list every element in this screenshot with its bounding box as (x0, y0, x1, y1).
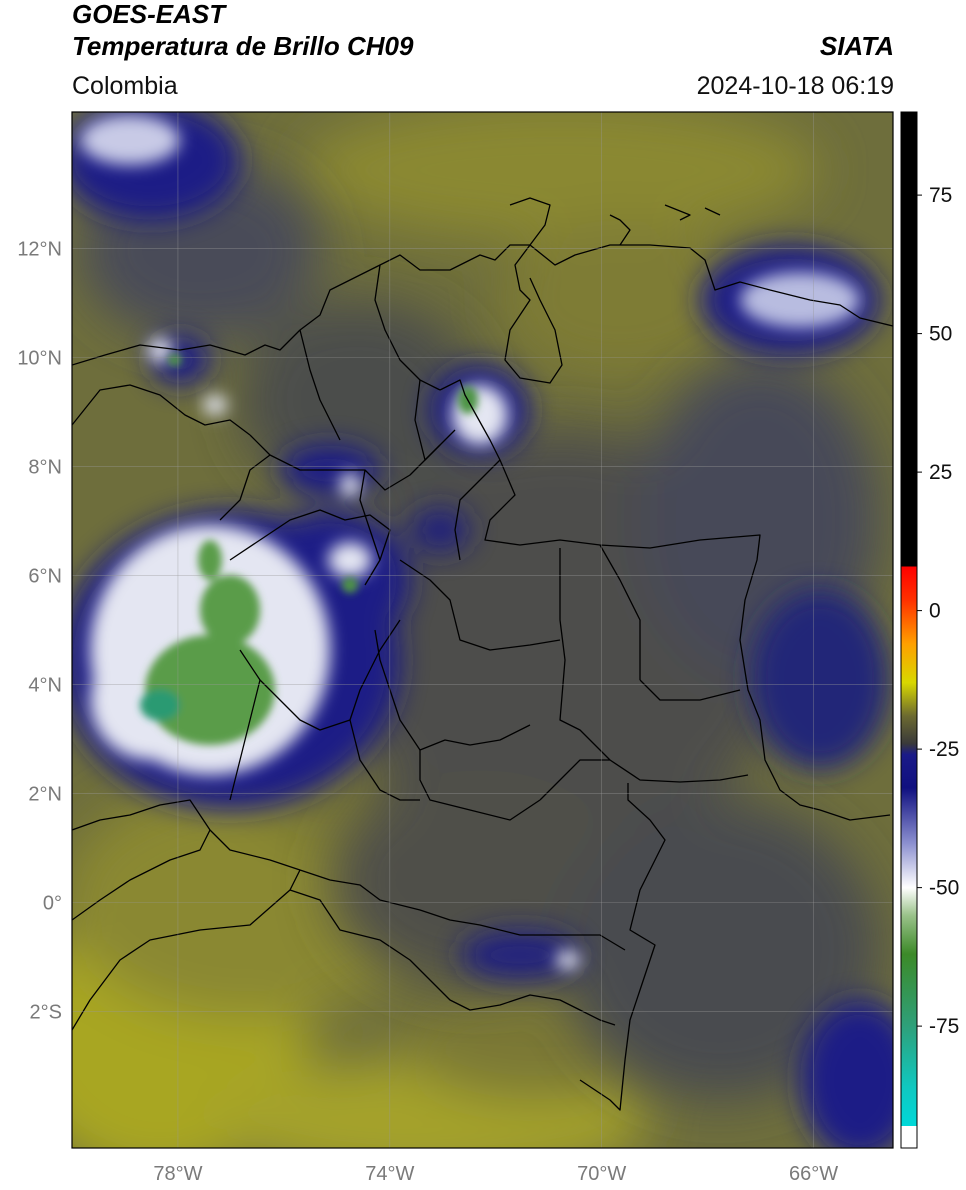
colorbar-tick-label: -75 (929, 1015, 959, 1038)
lat-tick-label: 4°N (28, 675, 62, 697)
colorbar-tick-label: -25 (929, 738, 959, 761)
lat-tick-label: 8°N (28, 456, 62, 478)
agency-label: SIATA (819, 31, 894, 61)
timestamp-label: 2024-10-18 06:19 (696, 72, 894, 100)
lon-tick-label: 74°W (365, 1163, 414, 1185)
brightness-temperature-image (72, 112, 893, 1148)
latitude-axis: 12°N 10°N 8°N 6°N 4°N 2°N 0° 2°S (17, 238, 62, 1023)
product-title: Temperatura de Brillo CH09 (72, 31, 414, 61)
colorbar-tick-label: 75 (929, 184, 952, 207)
colorbar-tick-label: 50 (929, 323, 952, 346)
longitude-axis: 78°W 74°W 70°W 66°W (153, 1163, 838, 1185)
colorbar-tick-label: 0 (929, 600, 941, 623)
lat-tick-label: 0° (43, 893, 62, 915)
satellite-title: GOES-EAST (72, 0, 226, 29)
lat-tick-label: 6°N (28, 565, 62, 587)
lat-tick-label: 12°N (17, 238, 62, 260)
lon-tick-label: 66°W (789, 1163, 838, 1185)
colorbar-tick-label: -50 (929, 877, 959, 900)
lon-tick-label: 78°W (153, 1163, 202, 1185)
colorbar-tick-label: 25 (929, 461, 952, 484)
colorbar: 75 50 25 0 -25 -50 -75 (900, 111, 959, 1149)
lon-tick-label: 70°W (577, 1163, 626, 1185)
plot-frame (71, 111, 894, 1149)
lat-tick-label: 2°S (30, 1002, 62, 1024)
lat-tick-label: 10°N (17, 347, 62, 369)
lat-tick-label: 2°N (28, 784, 62, 806)
region-label: Colombia (72, 72, 178, 100)
